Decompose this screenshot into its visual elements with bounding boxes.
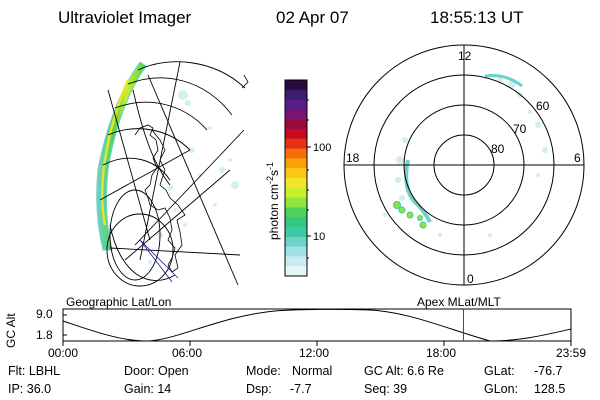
colorbar-segment	[285, 227, 307, 238]
colorbar-segment	[285, 80, 307, 91]
colorbar-segment	[285, 246, 307, 257]
colorbar-segment	[285, 89, 307, 101]
glon-value: 128.5	[534, 382, 566, 396]
mlt-circle-70	[403, 104, 525, 226]
timeline-tick-2359: 23:59	[556, 346, 587, 360]
filter-info: Flt: LBHL	[8, 364, 61, 378]
timeline-axis-label: GC Alt	[4, 313, 18, 348]
mlt-label-6: 6	[574, 151, 581, 165]
mlt-label-12: 12	[458, 49, 472, 63]
dsp-label: Dsp:	[246, 382, 272, 396]
door-info: Door: Open	[124, 364, 189, 378]
colorbar-segment	[285, 99, 307, 110]
mlt-circle-60	[373, 74, 555, 256]
timeline-tick-0000: 00:00	[48, 346, 79, 360]
glat-label: GLat:	[484, 364, 515, 378]
geo-aurora-arc	[96, 61, 147, 251]
mlt-label-18: 18	[346, 151, 360, 165]
mlt-circle-50	[343, 44, 585, 286]
mlt-caption: Apex MLat/MLT	[417, 295, 501, 309]
dsp-value: -7.7	[290, 382, 312, 396]
colorbar-segment	[285, 178, 307, 189]
colorbar-segment	[285, 256, 307, 267]
colorbar-segment	[285, 168, 307, 179]
colorbar-segment	[285, 148, 307, 159]
colorbar-label: photon cm-2s-1	[265, 162, 281, 240]
geo-faint-emission	[148, 90, 239, 264]
mlt-label-70: 70	[513, 122, 527, 136]
colorbar-segment	[285, 266, 307, 277]
mode-label: Mode:	[246, 364, 281, 378]
timeline-tick-0600: 06:00	[172, 346, 203, 360]
geo-lat-lon-grid	[99, 61, 246, 287]
mlt-label-60: 60	[536, 99, 550, 113]
timeline-y-top: 9.0	[36, 307, 53, 321]
timeline-y-bottom: 1.8	[36, 328, 53, 342]
gc-alt-info: GC Alt: 6.6 Re	[364, 364, 444, 378]
mlt-circle-80	[433, 134, 495, 196]
colorbar-segment	[285, 217, 307, 228]
glon-label: GLon:	[484, 382, 519, 396]
geo-caption: Geographic Lat/Lon	[66, 295, 172, 309]
mode-value: Normal	[292, 364, 333, 378]
colorbar-segment	[285, 109, 307, 120]
colorbar-segment	[285, 129, 307, 140]
colorbar-segment	[285, 158, 307, 169]
ip-info: IP: 36.0	[8, 382, 52, 396]
mlt-label-0: 0	[467, 272, 474, 286]
instrument-title: Ultraviolet Imager	[58, 8, 192, 27]
altitude-curve	[62, 308, 572, 342]
colorbar-segment	[285, 187, 307, 199]
colorbar-segment	[285, 197, 307, 208]
colorbar-segment	[285, 236, 307, 248]
colorbar-tick-10: 10	[313, 231, 325, 243]
geo-coastline	[134, 124, 186, 273]
mlt-label-80: 80	[491, 142, 505, 156]
glat-value: -76.7	[534, 364, 563, 378]
colorbar-segment	[285, 119, 307, 130]
colorbar-segment	[285, 207, 307, 218]
date-label: 02 Apr 07	[276, 8, 349, 27]
mlt-emission	[383, 77, 548, 237]
seq-info: Seq: 39	[364, 382, 408, 396]
mlt-bright-spots	[393, 201, 427, 229]
gain-info: Gain: 14	[124, 382, 172, 396]
colorbar-tick-100: 100	[313, 142, 331, 154]
timeline-tick-1800: 18:00	[426, 346, 457, 360]
time-label: 18:55:13 UT	[430, 8, 524, 27]
timeline-tick-1200: 12:00	[299, 346, 330, 360]
colorbar-segment	[285, 138, 307, 150]
